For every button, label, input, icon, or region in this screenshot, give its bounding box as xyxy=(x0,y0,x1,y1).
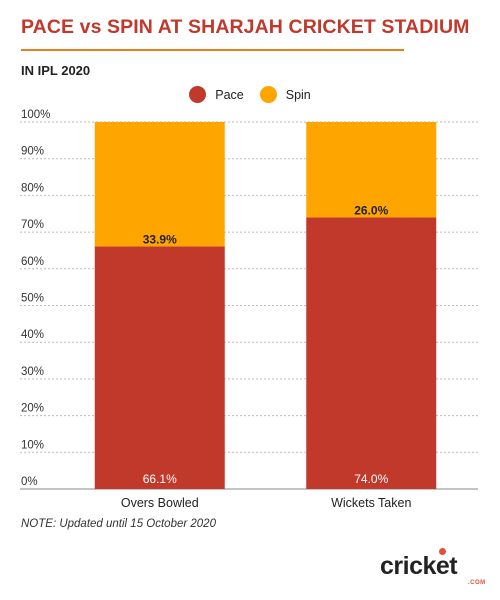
y-tick-label: 40% xyxy=(21,329,44,341)
y-tick-label: 100% xyxy=(21,109,50,121)
y-tick-label: 50% xyxy=(21,293,44,305)
x-category-label: Overs Bowled xyxy=(121,496,199,510)
title-underline xyxy=(21,49,404,51)
legend-label-pace: Pace xyxy=(215,87,244,102)
y-tick-label: 80% xyxy=(21,182,44,194)
legend-item-pace: Pace xyxy=(189,86,244,103)
data-label: 26.0% xyxy=(354,203,388,217)
legend-swatch-pace xyxy=(189,86,207,103)
data-label: 33.9% xyxy=(143,232,177,246)
y-tick-label: 60% xyxy=(21,256,44,268)
y-tick-label: 10% xyxy=(21,439,44,451)
bar-pace xyxy=(94,246,225,489)
chart-title: PACE vs SPIN AT SHARJAH CRICKET STADIUM xyxy=(21,16,470,38)
footnote: NOTE: Updated until 15 October 2020 xyxy=(21,518,216,530)
data-label: 66.1% xyxy=(143,472,177,486)
x-category-label: Wickets Taken xyxy=(331,496,411,510)
y-tick-label: 30% xyxy=(21,366,44,378)
y-tick-label: 0% xyxy=(21,476,38,488)
data-label: 74.0% xyxy=(354,472,388,486)
logo-dot-icon xyxy=(439,548,446,555)
bar-spin xyxy=(306,122,437,218)
legend: Pace Spin xyxy=(0,86,500,103)
legend-label-spin: Spin xyxy=(285,87,311,102)
y-tick-label: 70% xyxy=(21,219,44,231)
y-tick-label: 90% xyxy=(21,146,44,158)
legend-swatch-spin xyxy=(259,86,277,103)
cricket-logo: cricket .COM xyxy=(380,548,485,586)
y-tick-label: 20% xyxy=(21,403,44,415)
bar-spin xyxy=(94,122,225,247)
logo-text: cricket xyxy=(380,552,458,580)
legend-item-spin: Spin xyxy=(259,86,311,103)
bar-pace xyxy=(306,217,437,490)
chart-subtitle: IN IPL 2020 xyxy=(21,63,91,78)
logo-suffix: .COM xyxy=(468,580,486,586)
